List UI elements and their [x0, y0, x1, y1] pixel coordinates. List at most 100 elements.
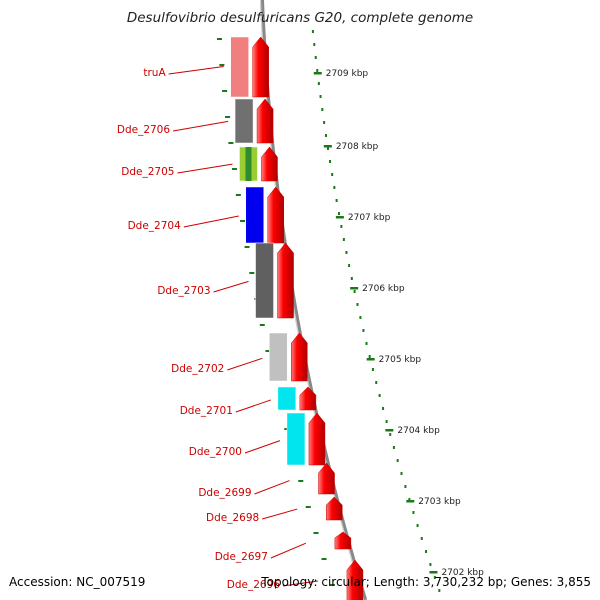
gene-label[interactable]: Dde_2705 — [121, 166, 174, 178]
inner-guide-tick — [259, 324, 265, 326]
gene-label[interactable]: Dde_2700 — [189, 446, 242, 458]
gene-arrow[interactable] — [291, 332, 308, 382]
backbone-highlight — [259, 0, 365, 600]
kbp-label: 2703 kbp — [418, 497, 461, 507]
gene-color-block[interactable] — [255, 242, 274, 319]
gene-leader-line — [244, 440, 281, 454]
gene-feature[interactable] — [234, 98, 274, 144]
gene-label[interactable]: Dde_2704 — [128, 220, 182, 232]
ruler-tick-minor — [313, 43, 316, 46]
gene-color-block[interactable] — [230, 36, 249, 98]
gene-leader-line — [183, 215, 239, 228]
gene-leader-line — [270, 542, 307, 559]
gene-feature[interactable] — [239, 146, 278, 182]
inner-guide-tick — [235, 194, 241, 196]
gene-feature[interactable] — [334, 531, 352, 550]
ruler-tick-minor — [331, 173, 334, 176]
gene-arrow[interactable] — [252, 36, 269, 98]
ruler-tick-major — [335, 216, 344, 219]
ruler-tick-minor — [311, 30, 314, 33]
gene-feature[interactable] — [230, 36, 269, 98]
ruler-tick-minor — [408, 498, 411, 501]
ruler-tick-minor — [425, 550, 428, 553]
gene-color-block[interactable] — [286, 412, 306, 466]
kbp-label: 2707 kbp — [348, 213, 391, 223]
gene-feature[interactable] — [325, 496, 343, 521]
gene-color-block[interactable] — [245, 186, 265, 244]
ruler-tick-major — [313, 72, 322, 75]
ruler-tick-minor — [433, 576, 436, 579]
inner-guide-tick — [313, 532, 319, 534]
gene-leader-line — [282, 580, 319, 587]
inner-guide-tick — [305, 506, 311, 508]
genome-backbone — [259, 0, 368, 600]
inner-guide-tick — [216, 38, 222, 40]
accession-label: Accession: NC_007519 — [9, 575, 146, 589]
ruler-tick-minor — [412, 511, 415, 514]
gene-label[interactable]: Dde_2702 — [171, 363, 224, 375]
gene-feature[interactable] — [286, 412, 326, 466]
gene-color-block[interactable] — [277, 386, 297, 411]
gene-feature[interactable] — [255, 242, 294, 319]
gene-color-stripe — [245, 147, 252, 181]
gene-arrow[interactable] — [267, 186, 285, 244]
ruler-tick-minor — [345, 251, 348, 254]
gene-label[interactable]: Dde_2701 — [180, 405, 233, 417]
ruler-tick-minor — [316, 69, 319, 72]
kbp-label: 2705 kbp — [379, 355, 422, 365]
ruler-tick-minor — [365, 342, 368, 345]
gene-label[interactable]: truA — [143, 67, 166, 79]
ruler-tick-minor — [323, 121, 326, 124]
gene-feature[interactable] — [269, 332, 308, 382]
inner-guide-tick — [225, 116, 231, 118]
ruler-tick-minor — [353, 290, 356, 293]
ruler-tick-minor — [416, 524, 419, 527]
kbp-label: 2708 kbp — [336, 142, 379, 152]
ruler-tick-minor — [340, 225, 343, 228]
topology-info: Topology: circular; Length: 3,730,232 bp… — [261, 575, 591, 589]
gene-track — [230, 36, 364, 600]
gene-label[interactable]: Dde_2696 — [227, 579, 281, 591]
ruler-tick-minor — [378, 394, 381, 397]
ruler-tick-minor — [356, 303, 359, 306]
gene-color-block[interactable] — [269, 332, 288, 382]
gene-arrow[interactable] — [277, 242, 294, 319]
gene-color-block[interactable] — [234, 98, 254, 144]
gene-leader-line — [235, 399, 272, 413]
gene-arrow[interactable] — [261, 146, 278, 182]
gene-arrow[interactable] — [256, 98, 274, 144]
gene-feature[interactable] — [346, 559, 364, 600]
ruler-tick-minor — [333, 186, 336, 189]
inner-guide-tick — [222, 90, 228, 92]
gene-leader-line — [177, 163, 233, 174]
ruler-tick-minor — [420, 537, 423, 540]
gene-label[interactable]: Dde_2703 — [157, 285, 210, 297]
gene-label[interactable]: Dde_2697 — [215, 551, 268, 563]
gene-feature[interactable] — [318, 462, 335, 495]
ruler-tick-minor — [314, 56, 317, 59]
inner-guide-tick — [219, 64, 225, 66]
gene-arrow[interactable] — [318, 462, 335, 495]
inner-guide-tick — [244, 246, 250, 248]
ruler-tick-minor — [325, 134, 328, 137]
ruler-tick-major — [429, 571, 438, 574]
gene-label[interactable]: Dde_2706 — [117, 124, 171, 136]
ruler-tick-minor — [321, 108, 324, 111]
gene-feature[interactable] — [245, 186, 285, 244]
ruler-tick-major — [406, 500, 415, 503]
gene-arrow[interactable] — [346, 559, 364, 600]
gene-feature[interactable] — [277, 386, 317, 411]
gene-arrow[interactable] — [334, 531, 352, 550]
gene-arrow[interactable] — [299, 386, 317, 411]
inner-guide-tick — [321, 558, 327, 560]
ruler-tick-minor — [368, 355, 371, 358]
gene-label[interactable]: Dde_2699 — [198, 487, 251, 499]
inner-guide-tick — [240, 220, 246, 222]
inner-guide-tick — [228, 142, 234, 144]
gene-label[interactable]: Dde_2698 — [206, 512, 259, 524]
gene-arrow[interactable] — [308, 412, 326, 466]
gene-arrow[interactable] — [325, 496, 343, 521]
ruler-tick-minor — [371, 368, 374, 371]
